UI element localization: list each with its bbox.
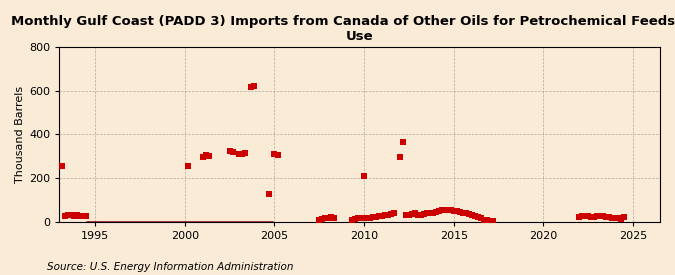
Point bbox=[433, 209, 444, 213]
Point bbox=[374, 214, 385, 218]
Point bbox=[371, 215, 381, 219]
Point bbox=[454, 210, 465, 214]
Point bbox=[613, 216, 624, 221]
Point bbox=[416, 213, 427, 217]
Point bbox=[362, 216, 373, 221]
Point bbox=[395, 155, 406, 160]
Point bbox=[595, 213, 605, 218]
Point bbox=[314, 217, 325, 222]
Point bbox=[383, 213, 394, 217]
Point bbox=[475, 216, 486, 221]
Point bbox=[469, 214, 480, 218]
Point bbox=[200, 153, 211, 157]
Point bbox=[69, 213, 80, 218]
Point bbox=[574, 215, 585, 219]
Point bbox=[479, 217, 489, 222]
Point bbox=[400, 213, 411, 217]
Point bbox=[446, 208, 456, 213]
Point bbox=[436, 208, 447, 213]
Point bbox=[182, 164, 193, 168]
Point bbox=[358, 174, 369, 178]
Point bbox=[353, 216, 364, 221]
Point bbox=[404, 213, 414, 217]
Point bbox=[577, 214, 588, 218]
Y-axis label: Thousand Barrels: Thousand Barrels bbox=[15, 86, 25, 183]
Point bbox=[619, 215, 630, 219]
Point bbox=[427, 210, 438, 215]
Point bbox=[364, 216, 375, 220]
Point bbox=[418, 212, 429, 216]
Point bbox=[380, 213, 391, 217]
Point bbox=[81, 214, 92, 218]
Point bbox=[466, 213, 477, 217]
Point bbox=[607, 216, 618, 220]
Point bbox=[329, 216, 340, 220]
Point bbox=[452, 209, 462, 213]
Point bbox=[63, 213, 74, 217]
Point bbox=[481, 218, 492, 222]
Point bbox=[317, 217, 328, 221]
Point bbox=[487, 218, 498, 223]
Title: Monthly Gulf Coast (PADD 3) Imports from Canada of Other Oils for Petrochemical : Monthly Gulf Coast (PADD 3) Imports from… bbox=[11, 15, 675, 43]
Point bbox=[443, 208, 454, 212]
Text: Source: U.S. Energy Information Administration: Source: U.S. Energy Information Administ… bbox=[47, 262, 294, 272]
Point bbox=[412, 213, 423, 217]
Point bbox=[458, 210, 468, 215]
Point bbox=[350, 217, 360, 221]
Point bbox=[197, 155, 208, 160]
Point bbox=[356, 216, 367, 220]
Point bbox=[66, 213, 77, 217]
Point bbox=[227, 150, 238, 154]
Point bbox=[248, 84, 259, 89]
Point bbox=[60, 214, 71, 218]
Point bbox=[448, 209, 459, 213]
Point bbox=[586, 215, 597, 219]
Point bbox=[583, 214, 594, 218]
Point bbox=[398, 140, 408, 144]
Point bbox=[598, 214, 609, 218]
Point bbox=[57, 164, 68, 168]
Point bbox=[463, 212, 474, 216]
Point bbox=[406, 212, 417, 216]
Point bbox=[389, 211, 400, 216]
Point bbox=[263, 192, 274, 197]
Point bbox=[347, 217, 358, 222]
Point bbox=[368, 215, 379, 219]
Point bbox=[323, 216, 333, 220]
Point bbox=[203, 154, 214, 158]
Point bbox=[224, 148, 235, 153]
Point bbox=[484, 218, 495, 223]
Point bbox=[460, 211, 471, 216]
Point bbox=[604, 215, 615, 219]
Point bbox=[272, 153, 283, 157]
Point bbox=[589, 215, 599, 219]
Point bbox=[78, 214, 88, 218]
Point bbox=[269, 152, 280, 156]
Point bbox=[75, 213, 86, 218]
Point bbox=[580, 213, 591, 218]
Point bbox=[472, 215, 483, 219]
Point bbox=[610, 216, 620, 221]
Point bbox=[234, 152, 244, 156]
Point bbox=[239, 151, 250, 155]
Point bbox=[377, 213, 387, 218]
Point bbox=[439, 208, 450, 212]
Point bbox=[72, 213, 82, 217]
Point bbox=[592, 214, 603, 218]
Point bbox=[245, 85, 256, 90]
Point bbox=[421, 211, 432, 216]
Point bbox=[326, 215, 337, 219]
Point bbox=[601, 215, 612, 219]
Point bbox=[236, 152, 247, 156]
Point bbox=[410, 211, 421, 216]
Point bbox=[431, 210, 441, 214]
Point bbox=[616, 217, 626, 221]
Point bbox=[320, 216, 331, 221]
Point bbox=[385, 212, 396, 216]
Point bbox=[425, 211, 435, 215]
